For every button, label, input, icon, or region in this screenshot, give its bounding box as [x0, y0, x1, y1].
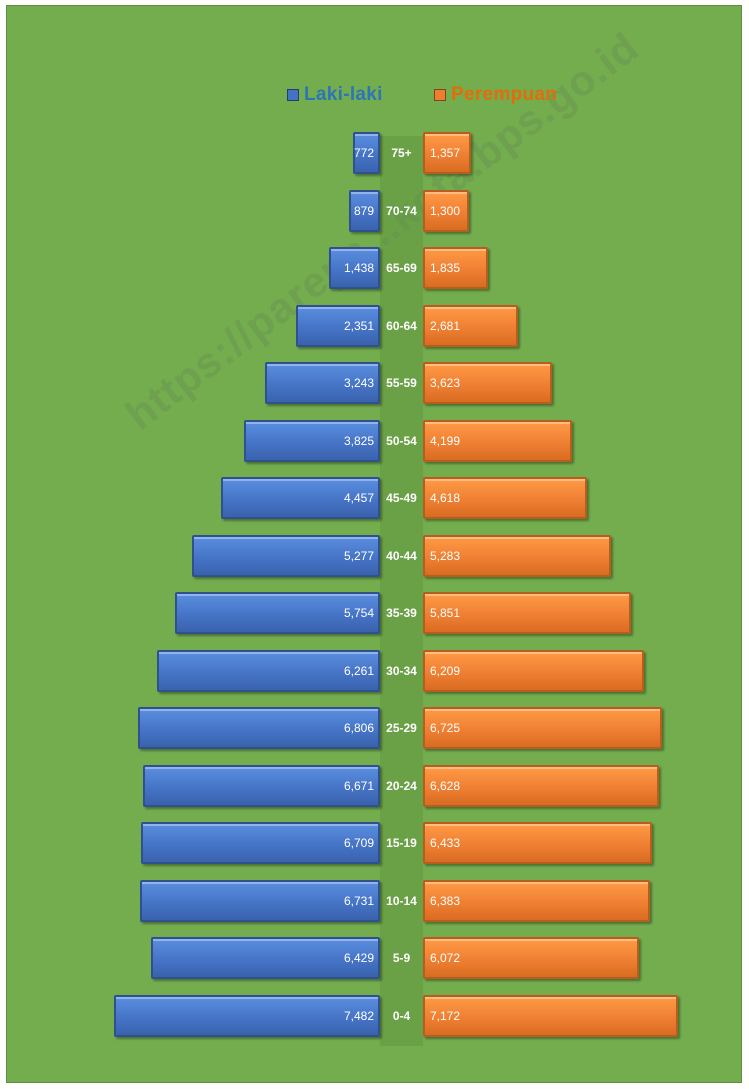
bar-perempuan-60-64[interactable] [423, 304, 519, 347]
age-group-label-65-69: 65-69 [386, 261, 417, 275]
value-label-perempuan-20-24: 6,628 [430, 778, 461, 793]
value-label-laki-laki-0-4: 7,482 [343, 1008, 374, 1023]
age-group-label-55-59: 55-59 [386, 376, 417, 390]
age-group-label-0-4: 0-4 [392, 1008, 411, 1023]
population-pyramid: 772 1,357 75+ 879 1,300 70-74 1,438 1,835 65-69 2… [7, 6, 741, 1082]
bar-laki-laki-70-74[interactable] [348, 189, 380, 232]
legend-swatch-perempuan [434, 89, 446, 101]
value-label-laki-laki-35-39: 5,754 [343, 606, 374, 620]
bar-laki-laki-40-44[interactable] [192, 534, 380, 577]
bar-perempuan-40-44[interactable] [423, 534, 612, 577]
value-label-laki-laki-25-29: 6,806 [343, 721, 374, 735]
bar-laki-laki-30-34[interactable] [157, 649, 380, 692]
value-label-laki-laki-60-64: 2,351 [343, 318, 374, 333]
value-label-perempuan-30-34: 6,209 [430, 663, 461, 678]
bar-laki-laki-35-39[interactable] [175, 592, 380, 634]
bar-laki-laki-45-49[interactable] [221, 477, 380, 519]
bar-perempuan-10-14[interactable] [423, 879, 651, 922]
value-label-perempuan-65-69: 1,835 [430, 261, 461, 275]
age-group-label-20-24: 20-24 [386, 778, 417, 793]
value-label-perempuan-5-9: 6,072 [430, 951, 461, 965]
bar-laki-laki-65-69[interactable] [328, 247, 380, 289]
legend-item-perempuan[interactable]: Perempuan [434, 80, 557, 110]
age-group-label-30-34: 30-34 [386, 663, 417, 678]
bar-laki-laki-50-54[interactable] [243, 419, 380, 462]
age-group-label-10-14: 10-14 [386, 893, 417, 908]
value-label-perempuan-45-49: 4,618 [430, 491, 461, 505]
value-label-perempuan-15-19: 6,433 [430, 836, 461, 850]
age-group-label-70-74: 70-74 [386, 203, 417, 218]
value-label-perempuan-60-64: 2,681 [430, 318, 461, 333]
bar-perempuan-15-19[interactable] [423, 822, 652, 864]
age-group-label-5-9: 5-9 [392, 951, 411, 965]
legend-label-laki-laki: Laki-laki [304, 84, 383, 105]
value-label-perempuan-70-74: 1,300 [430, 203, 461, 218]
bar-perempuan-70-74[interactable] [423, 189, 470, 232]
bar-perempuan-25-29[interactable] [423, 707, 663, 749]
age-group-label-45-49: 45-49 [386, 491, 417, 505]
bar-laki-laki-5-9[interactable] [151, 937, 380, 979]
value-label-laki-laki-70-74: 879 [353, 203, 374, 218]
age-group-label-40-44: 40-44 [386, 548, 417, 563]
age-group-column [380, 136, 423, 1046]
value-label-laki-laki-45-49: 4,457 [343, 491, 374, 505]
bar-laki-laki-15-19[interactable] [141, 822, 380, 864]
value-label-laki-laki-5-9: 6,429 [343, 951, 374, 965]
value-label-laki-laki-75plus: 772 [353, 146, 374, 160]
value-label-perempuan-35-39: 5,851 [430, 606, 461, 620]
legend-swatch-laki-laki [287, 89, 299, 101]
bar-perempuan-55-59[interactable] [423, 362, 552, 404]
bar-laki-laki-0-4[interactable] [113, 994, 380, 1037]
bar-laki-laki-75plus[interactable] [352, 132, 380, 174]
bar-laki-laki-10-14[interactable] [140, 879, 380, 922]
age-group-label-25-29: 25-29 [386, 721, 417, 735]
value-label-perempuan-50-54: 4,199 [430, 433, 461, 448]
bar-perempuan-35-39[interactable] [423, 592, 632, 634]
legend-item-laki-laki[interactable]: Laki-laki [287, 80, 383, 110]
bar-perempuan-75plus[interactable] [423, 132, 472, 174]
bar-perempuan-65-69[interactable] [423, 247, 489, 289]
value-label-laki-laki-65-69: 1,438 [343, 261, 374, 275]
bar-perempuan-45-49[interactable] [423, 477, 588, 519]
value-label-laki-laki-30-34: 6,261 [343, 663, 374, 678]
value-label-perempuan-10-14: 6,383 [430, 893, 461, 908]
value-label-laki-laki-50-54: 3,825 [343, 433, 374, 448]
bar-perempuan-50-54[interactable] [423, 419, 573, 462]
chart-area: https://parepa...kota.bps.go.id Laki-lak… [6, 5, 742, 1083]
age-group-label-75plus: 75+ [391, 146, 412, 160]
value-label-perempuan-55-59: 3,623 [430, 376, 461, 390]
value-label-perempuan-40-44: 5,283 [430, 548, 461, 563]
bar-perempuan-0-4[interactable] [423, 994, 679, 1037]
value-label-perempuan-75plus: 1,357 [430, 146, 461, 160]
legend-label-perempuan: Perempuan [451, 84, 558, 105]
age-group-label-60-64: 60-64 [386, 318, 417, 333]
value-label-laki-laki-40-44: 5,277 [343, 548, 374, 563]
value-label-laki-laki-10-14: 6,731 [343, 893, 374, 908]
value-label-perempuan-0-4: 7,172 [430, 1008, 461, 1023]
value-label-perempuan-25-29: 6,725 [430, 721, 461, 735]
bar-laki-laki-25-29[interactable] [137, 707, 380, 749]
age-group-label-15-19: 15-19 [386, 836, 417, 850]
value-label-laki-laki-20-24: 6,671 [343, 778, 374, 793]
value-label-laki-laki-55-59: 3,243 [343, 376, 374, 390]
bar-perempuan-30-34[interactable] [423, 649, 645, 692]
bar-perempuan-5-9[interactable] [423, 937, 640, 979]
value-label-laki-laki-15-19: 6,709 [343, 836, 374, 850]
age-group-label-50-54: 50-54 [386, 433, 417, 448]
age-group-label-35-39: 35-39 [386, 606, 417, 620]
bar-laki-laki-60-64[interactable] [296, 304, 380, 347]
bar-laki-laki-20-24[interactable] [142, 764, 380, 807]
bar-perempuan-20-24[interactable] [423, 764, 659, 807]
legend: Laki-laki Perempuan [7, 80, 741, 110]
bar-laki-laki-55-59[interactable] [264, 362, 380, 404]
